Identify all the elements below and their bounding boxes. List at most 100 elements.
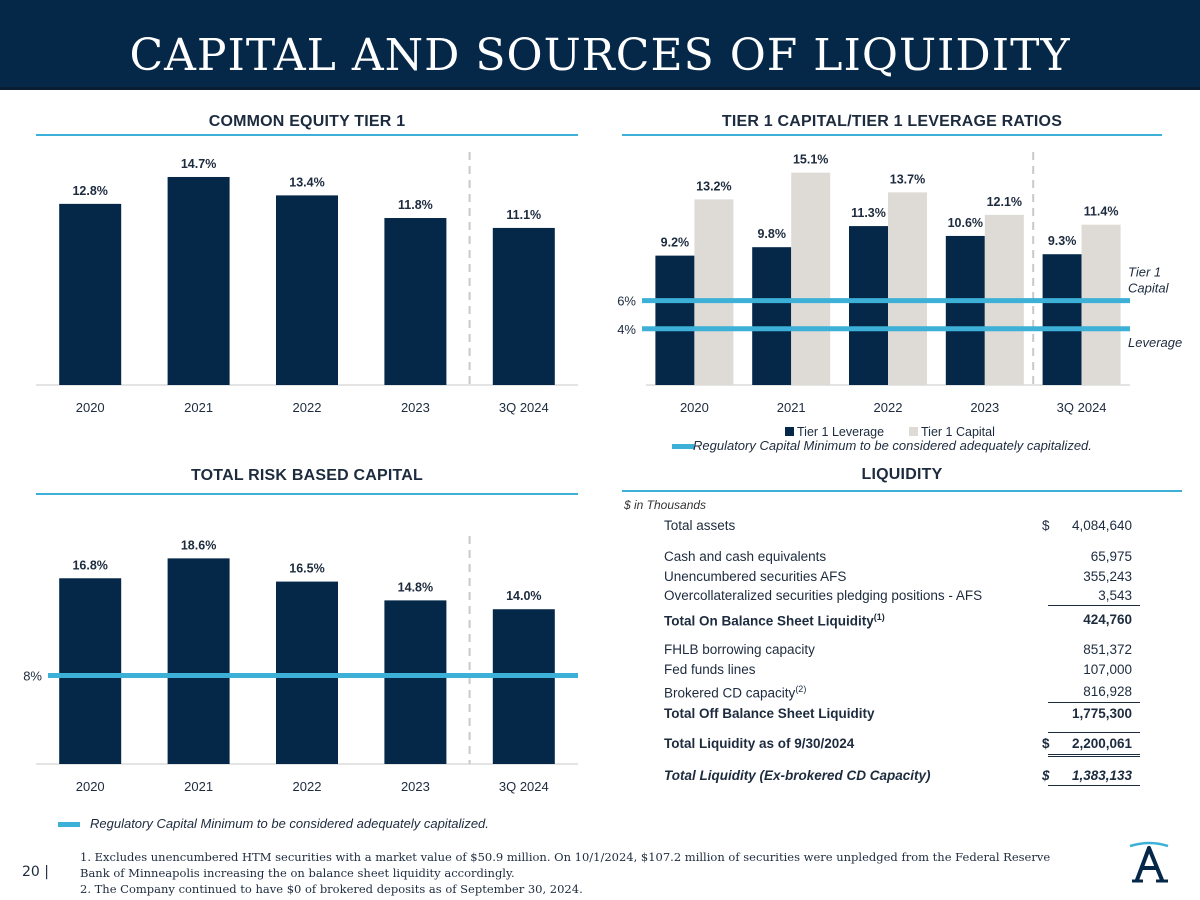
x-tick-label: 2022 <box>874 400 903 415</box>
reference-line-name: Capital <box>1128 281 1170 296</box>
table-row: Cash and cash equivalents 65,975 <box>664 547 1140 567</box>
data-label: 16.8% <box>72 558 107 572</box>
data-label: 13.2% <box>696 179 731 193</box>
subtotal-rule <box>1048 702 1140 703</box>
table-row: Total On Balance Sheet Liquidity(1) 424,… <box>664 610 1140 630</box>
row-dollar: $ <box>1042 768 1050 783</box>
table-row: Total Liquidity as of 9/30/2024 $ 2,200,… <box>664 734 1140 754</box>
liquidity-units-note: $ in Thousands <box>624 498 707 512</box>
data-label: 9.2% <box>661 236 690 250</box>
table-row: Overcollateralized securities pledging p… <box>664 586 1140 606</box>
bar <box>492 609 555 764</box>
row-label: Fed funds lines <box>664 662 756 677</box>
table-row: Total Off Balance Sheet Liquidity 1,775,… <box>664 704 1140 724</box>
leverage-title-rule <box>622 134 1162 136</box>
x-tick-label: 2021 <box>777 400 806 415</box>
row-label: Brokered CD capacity(2) <box>664 684 807 701</box>
total-rule <box>1048 785 1140 786</box>
trbc-chart: 16.8% 18.6% 16.5% 14.8% 14.0% 2020 2021 2022 202… <box>23 536 578 794</box>
legend-swatch <box>785 427 794 436</box>
table-row: Total assets $ 4,084,640 <box>664 516 1140 536</box>
x-tick-label: 2020 <box>680 400 709 415</box>
bar <box>276 195 338 385</box>
data-label: 13.4% <box>289 175 324 189</box>
data-label: 16.5% <box>289 562 324 576</box>
bar <box>694 199 734 385</box>
total-rule <box>1048 756 1140 757</box>
bar <box>167 176 230 385</box>
page-number: 20 | <box>22 864 49 880</box>
x-tick-label: 2021 <box>184 400 213 415</box>
leverage-title: TIER 1 CAPITAL/TIER 1 LEVERAGE RATIOS <box>721 113 1063 130</box>
row-value: 2,200,061 <box>1071 736 1132 751</box>
x-tick-label: 2023 <box>401 779 430 794</box>
header-bar <box>0 0 1200 90</box>
cet1-title-rule <box>36 134 578 136</box>
liquidity-title: LIQUIDITY <box>861 466 943 483</box>
data-label: 11.1% <box>506 208 541 222</box>
footnote-1: 1. Excludes unencumbered HTM securities … <box>80 850 1051 880</box>
row-label: Total Off Balance Sheet Liquidity <box>664 706 875 721</box>
row-label: Total On Balance Sheet Liquidity(1) <box>664 612 885 629</box>
table-row: Total Liquidity (Ex-brokered CD Capacity… <box>664 766 1140 786</box>
reference-line-label: 6% <box>617 294 636 309</box>
data-label: 9.3% <box>1048 234 1077 248</box>
leverage-regulatory-legend-text: Regulatory Capital Minimum to be conside… <box>693 438 1092 453</box>
reference-line-label: 4% <box>617 322 636 337</box>
reference-line-name: Tier 1 <box>1128 265 1161 280</box>
data-label: 14.0% <box>506 589 541 603</box>
data-label: 11.8% <box>398 198 433 212</box>
bar <box>849 226 888 385</box>
data-label: 18.6% <box>181 538 216 552</box>
cet1-title: COMMON EQUITY TIER 1 <box>208 113 406 130</box>
row-label: Unencumbered securities AFS <box>664 569 847 584</box>
liquidity-title-rule <box>622 490 1182 492</box>
bar <box>752 247 792 385</box>
legend-swatch <box>909 427 918 436</box>
table-row: FHLB borrowing capacity 851,372 <box>664 640 1140 660</box>
row-value: 65,975 <box>1090 549 1132 564</box>
row-value: 3,543 <box>1098 588 1132 603</box>
row-label: Overcollateralized securities pledging p… <box>664 588 983 603</box>
legend-label: Tier 1 Leverage <box>797 425 884 439</box>
trbc-regulatory-legend-line <box>58 822 80 827</box>
row-label: Total Liquidity (Ex-brokered CD Capacity… <box>664 768 931 783</box>
bar <box>1081 224 1121 385</box>
x-tick-label: 2022 <box>293 400 322 415</box>
data-label: 15.1% <box>793 153 828 167</box>
bar <box>492 227 555 385</box>
row-value: 1,775,300 <box>1071 706 1132 721</box>
bar <box>59 203 122 385</box>
bar <box>945 235 985 385</box>
leverage-chart: 9.2% 9.8% 11.3% 10.6% 9.3% 13.2% 15.1% 13.7% 12.… <box>617 152 1182 439</box>
data-label: 12.1% <box>987 195 1022 209</box>
row-value: 816,928 <box>1083 684 1132 699</box>
data-label: 14.8% <box>398 580 433 594</box>
row-dollar: $ <box>1042 518 1050 533</box>
data-label: 12.8% <box>72 184 107 198</box>
bar <box>276 581 338 764</box>
row-value: 4,084,640 <box>1071 518 1132 533</box>
x-tick-label: 2020 <box>76 400 105 415</box>
data-label: 13.7% <box>890 172 925 186</box>
footnote-2: 2. The Company continued to have $0 of b… <box>80 882 583 896</box>
x-tick-label: 2021 <box>184 779 213 794</box>
x-tick-label: 2020 <box>76 779 105 794</box>
reference-line-name: Leverage <box>1128 335 1182 350</box>
data-label: 14.7% <box>181 157 216 171</box>
row-value: 107,000 <box>1083 662 1132 677</box>
subtotal-rule <box>1048 605 1140 606</box>
x-tick-label: 3Q 2024 <box>499 779 549 794</box>
trbc-title: TOTAL RISK BASED CAPITAL <box>190 467 424 484</box>
reference-line-label: 8% <box>23 669 42 684</box>
company-logo-icon <box>1129 841 1169 883</box>
x-tick-label: 2022 <box>293 779 322 794</box>
bar <box>655 255 695 385</box>
row-value: 424,760 <box>1083 612 1132 627</box>
row-label: Total Liquidity as of 9/30/2024 <box>664 736 855 751</box>
data-label: 11.4% <box>1084 205 1119 219</box>
total-rule <box>1048 754 1140 755</box>
row-value: 851,372 <box>1083 642 1132 657</box>
bar <box>1042 254 1082 385</box>
table-row: Fed funds lines 107,000 <box>664 660 1140 680</box>
